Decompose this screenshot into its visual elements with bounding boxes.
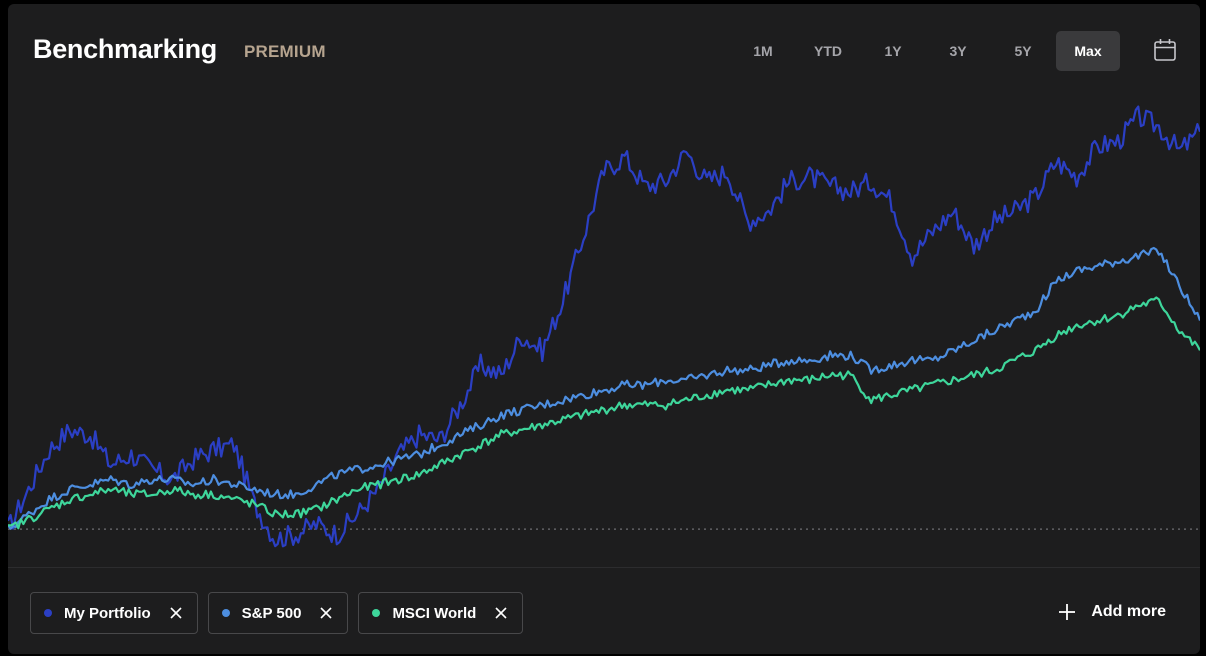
close-icon[interactable] xyxy=(494,606,508,620)
plus-icon xyxy=(1059,604,1076,620)
legend-chips: My Portfolio S&P 500 MSCI World xyxy=(30,592,533,634)
series-color-dot xyxy=(44,609,52,617)
legend-chip-label: S&P 500 xyxy=(241,604,302,622)
series-line-msci-world xyxy=(8,296,1200,530)
legend-chip-my-portfolio[interactable]: My Portfolio xyxy=(30,592,198,634)
series-line-my-portfolio xyxy=(8,105,1200,548)
benchmarking-card: Benchmarking PREMIUM 1M YTD 1Y 3Y 5Y Max xyxy=(8,4,1200,654)
range-1m-button[interactable]: 1M xyxy=(753,43,773,59)
range-3y-button[interactable]: 3Y xyxy=(949,43,967,59)
range-max-button[interactable]: Max xyxy=(1056,31,1120,71)
card-header: Benchmarking PREMIUM 1M YTD 1Y 3Y 5Y Max xyxy=(8,4,1200,94)
range-ytd-button[interactable]: YTD xyxy=(814,43,842,59)
premium-badge: PREMIUM xyxy=(244,42,326,61)
close-icon[interactable] xyxy=(319,606,333,620)
add-more-button[interactable]: Add more xyxy=(1057,602,1166,622)
legend-chip-label: My Portfolio xyxy=(64,604,151,622)
time-range-selector: 1M YTD 1Y 3Y 5Y Max xyxy=(730,31,1120,71)
series-line-s-p-500 xyxy=(8,246,1200,530)
range-1y-button[interactable]: 1Y xyxy=(884,43,902,59)
legend-chip-sp500[interactable]: S&P 500 xyxy=(207,592,349,634)
page-title: Benchmarking xyxy=(33,34,217,64)
benchmark-line-chart xyxy=(8,105,1200,548)
series-color-dot xyxy=(372,609,381,617)
legend-chip-label: MSCI World xyxy=(392,604,477,622)
add-more-label: Add more xyxy=(1091,603,1166,620)
close-icon[interactable] xyxy=(169,606,183,620)
legend-chip-msci-world[interactable]: MSCI World xyxy=(358,592,524,634)
legend-bar: My Portfolio S&P 500 MSCI World Add more xyxy=(8,567,1200,654)
range-5y-button[interactable]: 5Y xyxy=(1014,43,1032,59)
series-color-dot xyxy=(221,609,230,617)
calendar-icon[interactable] xyxy=(1152,37,1178,63)
